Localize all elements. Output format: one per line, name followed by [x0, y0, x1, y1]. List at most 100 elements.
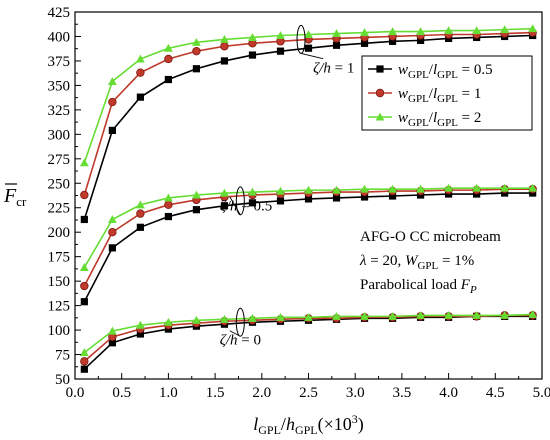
data-point-g1-s1-0 — [80, 281, 89, 291]
legend-marker-2 — [375, 112, 385, 121]
data-point-g2-s2-0 — [79, 348, 89, 357]
data-point-g0-s0-1 — [108, 126, 116, 135]
x-tick-label-10: 5.0 — [533, 385, 550, 401]
data-point-g0-s0-2 — [136, 93, 144, 101]
group-label-0: ζ/h = 1 — [313, 61, 354, 77]
data-point-g0-s0-7 — [276, 47, 285, 55]
data-point-g2-s2-10 — [360, 311, 369, 320]
data-point-g1-s2-12 — [416, 184, 425, 193]
data-point-g0-s2-7 — [276, 31, 285, 40]
data-point-g2-s2-4 — [192, 315, 201, 324]
x-tick-label-5: 2.5 — [299, 385, 318, 401]
data-point-g1-s1-3 — [164, 200, 173, 209]
data-point-g0-s1-3 — [164, 54, 173, 64]
data-point-g1-s0-9 — [332, 194, 341, 202]
data-point-g1-s2-5 — [220, 188, 229, 197]
legend-label-2: wGPL/lGPL = 2 — [398, 110, 481, 129]
data-point-g0-s2-6 — [248, 33, 257, 41]
data-point-g1-s0-0 — [80, 298, 88, 306]
data-point-g2-s2-2 — [135, 320, 145, 329]
data-point-g1-s0-5 — [220, 202, 229, 210]
x-tick-label-9: 4.5 — [486, 385, 505, 401]
data-point-g0-s0-4 — [192, 65, 201, 73]
data-point-g1-s2-3 — [164, 193, 173, 202]
x-tick-label-4: 2.0 — [252, 385, 271, 401]
legend-label-0: wGPL/lGPL = 0.5 — [398, 62, 493, 81]
data-point-g0-s1-4 — [192, 46, 201, 56]
data-point-g1-s0-2 — [136, 223, 144, 231]
x-tick-label-0: 0.0 — [66, 385, 85, 401]
data-point-g0-s2-10 — [360, 28, 369, 37]
data-point-g2-s1-0 — [80, 357, 89, 366]
data-point-g0-s2-3 — [164, 43, 173, 52]
data-point-g1-s0-11 — [388, 192, 397, 200]
y-tick-label-9: 275 — [48, 152, 71, 168]
data-point-g0-s0-5 — [220, 57, 229, 65]
data-point-g0-s1-5 — [220, 42, 229, 51]
group-leader-1 — [229, 196, 241, 216]
data-point-g1-s2-14 — [472, 183, 482, 192]
y-tick-label-2: 100 — [48, 323, 71, 339]
data-point-g1-s0-1 — [108, 244, 116, 252]
x-tick-label-3: 1.5 — [206, 385, 225, 401]
data-point-g2-s2-15 — [500, 310, 510, 319]
data-point-g1-s2-10 — [360, 184, 369, 193]
data-point-g2-s2-7 — [276, 312, 285, 321]
data-point-g2-s2-13 — [444, 310, 453, 319]
annotations: ζ/h = 1 ζ/h = 0.5 ζ/h = 0 AFG-O CC microbea… — [220, 24, 501, 349]
axes: 0.0 0.5 1.0 1.5 2.0 2.5 3.0 3.5 4.0 4.5 5.0 50 75 100… — [3, 5, 550, 437]
y-tick-label-5: 175 — [48, 250, 71, 266]
y-tick-label-0: 50 — [55, 372, 70, 388]
data-point-g2-s2-9 — [332, 311, 341, 320]
data-point-g0-s2-0 — [79, 158, 89, 167]
data-point-g2-s2-8 — [304, 312, 313, 321]
y-tick-label-7: 225 — [48, 201, 71, 217]
y-tick-label-3: 125 — [48, 299, 71, 315]
data-point-g0-s2-4 — [192, 37, 201, 46]
data-point-g2-s0-0 — [80, 365, 88, 373]
data-point-g0-s0-12 — [416, 36, 425, 44]
y-tick-label-11: 325 — [48, 103, 71, 119]
x-tick-label-2: 1.0 — [159, 385, 178, 401]
data-point-g1-s2-11 — [388, 184, 397, 193]
group-label-2: ζ/h = 0 — [220, 333, 261, 349]
data-point-g0-s0-8 — [304, 44, 313, 52]
y-tick-label-8: 250 — [48, 176, 71, 192]
x-tick-label-7: 3.5 — [393, 385, 412, 401]
data-point-g2-s2-6 — [248, 313, 257, 322]
x-tick-label-6: 3.0 — [346, 385, 365, 401]
data-point-g2-s0-2 — [136, 330, 144, 338]
data-point-g1-s0-3 — [164, 212, 172, 221]
data-point-g1-s2-9 — [332, 185, 341, 194]
data-point-g1-s0-10 — [360, 193, 369, 201]
group-label-1: ζ/h = 0.5 — [220, 199, 272, 215]
legend: wGPL/lGPL = 0.5 wGPL/lGPL = 1 wGPL/lGPL = … — [361, 55, 533, 131]
x-tick-label-8: 4.0 — [439, 385, 458, 401]
data-point-g0-s2-12 — [416, 27, 425, 36]
data-point-g0-s2-11 — [388, 27, 397, 36]
data-point-g0-s1-1 — [108, 97, 117, 107]
data-point-g2-s2-5 — [220, 314, 229, 323]
data-point-g0-s1-2 — [136, 68, 145, 77]
data-point-g1-s2-16 — [528, 183, 538, 192]
data-point-g2-s2-3 — [164, 317, 173, 326]
data-point-g1-s1-2 — [136, 209, 145, 218]
data-point-g0-s2-14 — [472, 26, 482, 35]
y-tick-label-6: 200 — [48, 225, 71, 241]
info-line-1: AFG-O CC microbeam — [360, 229, 501, 245]
data-point-g0-s0-11 — [388, 37, 397, 45]
data-point-g0-s2-1 — [107, 77, 117, 86]
data-point-g0-s2-9 — [332, 29, 341, 38]
y-tick-label-10: 300 — [48, 127, 71, 143]
data-point-g1-s2-8 — [304, 185, 313, 194]
data-point-g1-s0-7 — [276, 197, 285, 205]
data-point-g0-s2-13 — [444, 26, 453, 35]
data-point-g1-s2-0 — [79, 263, 89, 271]
y-tick-label-1: 75 — [55, 348, 70, 364]
group-leader-0 — [300, 52, 324, 60]
data-point-g1-s2-13 — [444, 183, 453, 192]
data-point-g0-s0-6 — [248, 51, 257, 59]
data-point-g1-s1-1 — [108, 227, 117, 237]
y-axis-label: Fcr — [3, 185, 27, 209]
